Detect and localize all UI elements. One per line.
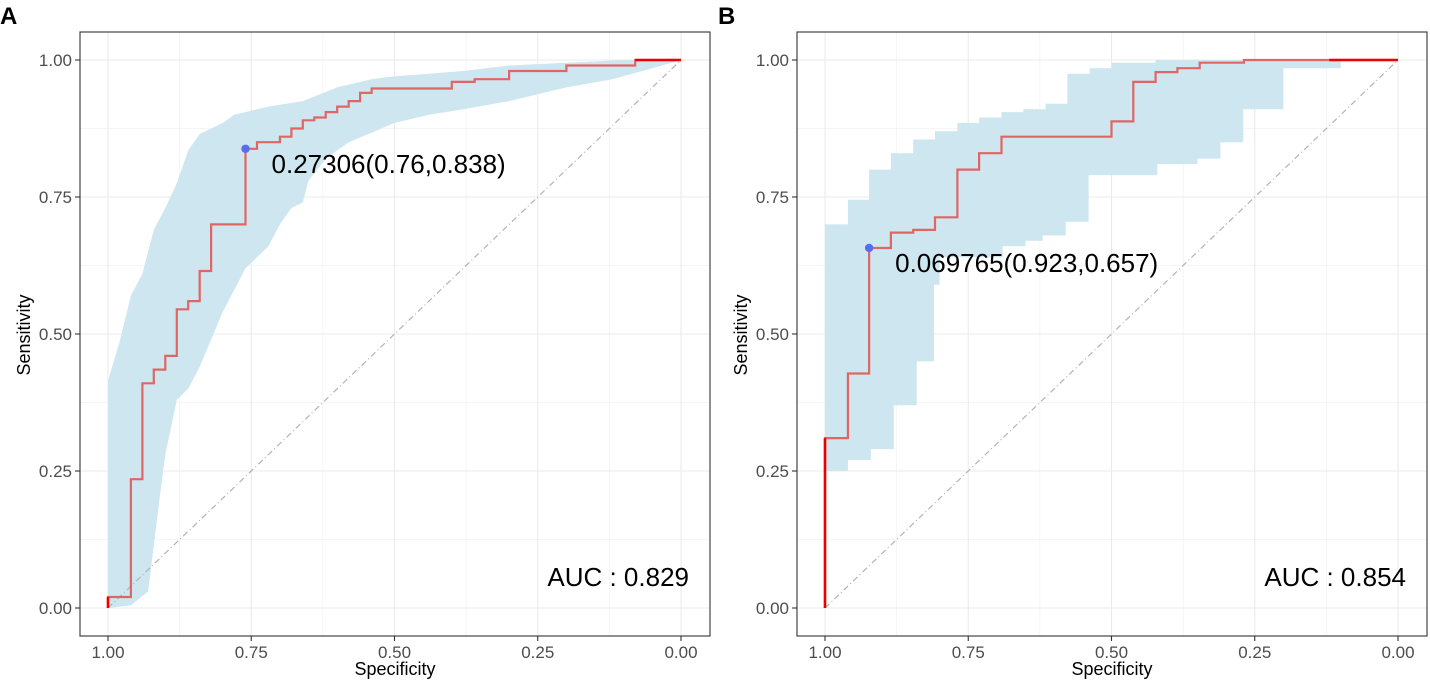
panel-b-y-tick-label: 0.00 <box>756 599 789 618</box>
panel-b-x-tick-label: 0.25 <box>1238 643 1271 662</box>
panel-a-x-tick-label: 0.00 <box>664 643 697 662</box>
panel-a-x-title: Specificity <box>354 659 435 679</box>
panel-b-y-tick-label: 0.75 <box>756 188 789 207</box>
panel-b-x-tick-label: 0.75 <box>952 643 985 662</box>
panel-b-best-threshold-point <box>864 243 874 253</box>
panel-b-x-title: Specificity <box>1071 659 1152 679</box>
panel-a-y-title: Sensitivity <box>14 294 34 375</box>
panel-a-x-tick-label: 1.00 <box>91 643 124 662</box>
panel-b: B Specificity Sensitivity 0.069765(0.923… <box>718 3 1428 679</box>
panel-a-y-tick-label: 1.00 <box>39 51 72 70</box>
panel-a-x-tick-label: 0.50 <box>378 643 411 662</box>
panel-a-reference-diagonal <box>107 59 682 609</box>
panel-b-x-tick-label: 0.50 <box>1095 643 1128 662</box>
panel-a-y-tick-label: 0.25 <box>39 462 72 481</box>
panel-a-plot <box>80 32 710 636</box>
panel-a-x-tick-label: 0.25 <box>521 643 554 662</box>
panel-a-best-threshold-point <box>241 144 250 153</box>
panel-a-x-tick-label: 0.75 <box>235 643 268 662</box>
panel-b-label: B <box>718 3 735 30</box>
panel-b-y-tick-label: 0.25 <box>756 462 789 481</box>
panel-a-threshold-label: 0.27306(0.76,0.838) <box>272 149 506 179</box>
panel-a-roc-curve <box>106 58 681 608</box>
panel-a-y-tick-label: 0.75 <box>39 188 72 207</box>
panel-a-y-tick-label: 0.00 <box>39 599 72 618</box>
panel-b-plot <box>797 32 1427 636</box>
panel-b-y-tick-label: 1.00 <box>756 51 789 70</box>
panel-b-x-tick-label: 0.00 <box>1381 643 1414 662</box>
panel-a-y-tick-label: 0.50 <box>39 325 72 344</box>
panel-a-auc-label: AUC : 0.829 <box>547 562 689 592</box>
panel-b-ci-band <box>825 60 1398 471</box>
panel-a: A Specificity Sensitivity 0.27306(0.76,0… <box>0 3 711 679</box>
panel-b-y-title: Sensitivity <box>731 294 751 375</box>
panel-b-reference-diagonal <box>824 59 1399 609</box>
panel-b-auc-label: AUC : 0.854 <box>1264 562 1406 592</box>
panel-a-ci-band <box>108 60 681 608</box>
panel-b-threshold-label: 0.069765(0.923,0.657) <box>895 248 1158 278</box>
panel-a-label: A <box>0 3 17 30</box>
panel-b-x-tick-label: 1.00 <box>808 643 841 662</box>
panel-b-y-tick-label: 0.50 <box>756 325 789 344</box>
